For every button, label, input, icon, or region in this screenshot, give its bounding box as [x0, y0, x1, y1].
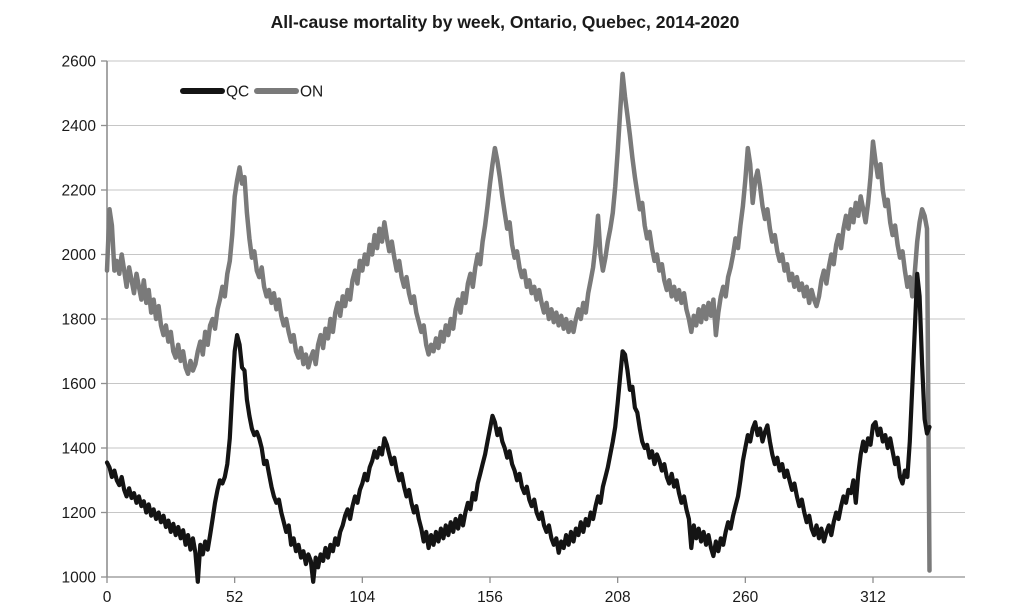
chart-title: All-cause mortality by week, Ontario, Qu… — [271, 12, 740, 32]
y-tick-label: 1800 — [62, 312, 97, 329]
y-tick-label: 2200 — [62, 183, 97, 200]
data-series — [104, 71, 932, 584]
y-tick-label: 1600 — [62, 376, 97, 393]
series-line-on — [104, 71, 932, 573]
x-tick-label: 104 — [349, 589, 375, 606]
axis-tick-labels: 1000 1200 1400 1600 1800 2000 2200 2400 2600 0 52 1… — [62, 54, 886, 607]
y-tick-label: 2400 — [62, 118, 97, 135]
y-tick-label: 1200 — [62, 505, 97, 522]
x-tick-label: 52 — [226, 589, 243, 606]
x-tick-label: 260 — [732, 589, 758, 606]
x-tick-label: 156 — [477, 589, 503, 606]
legend: QC ON — [180, 84, 323, 101]
x-tick-label: 208 — [605, 589, 631, 606]
series-line-qc — [104, 271, 932, 584]
y-tick-label: 1000 — [62, 570, 97, 587]
legend-label-on: ON — [300, 84, 323, 101]
legend-label-qc: QC — [226, 84, 249, 101]
y-tick-label: 2600 — [62, 54, 97, 71]
x-tick-label: 0 — [103, 589, 112, 606]
y-tick-label: 2000 — [62, 247, 97, 264]
x-tick-label: 312 — [860, 589, 886, 606]
axes — [101, 60, 965, 583]
y-tick-label: 1400 — [62, 441, 97, 458]
